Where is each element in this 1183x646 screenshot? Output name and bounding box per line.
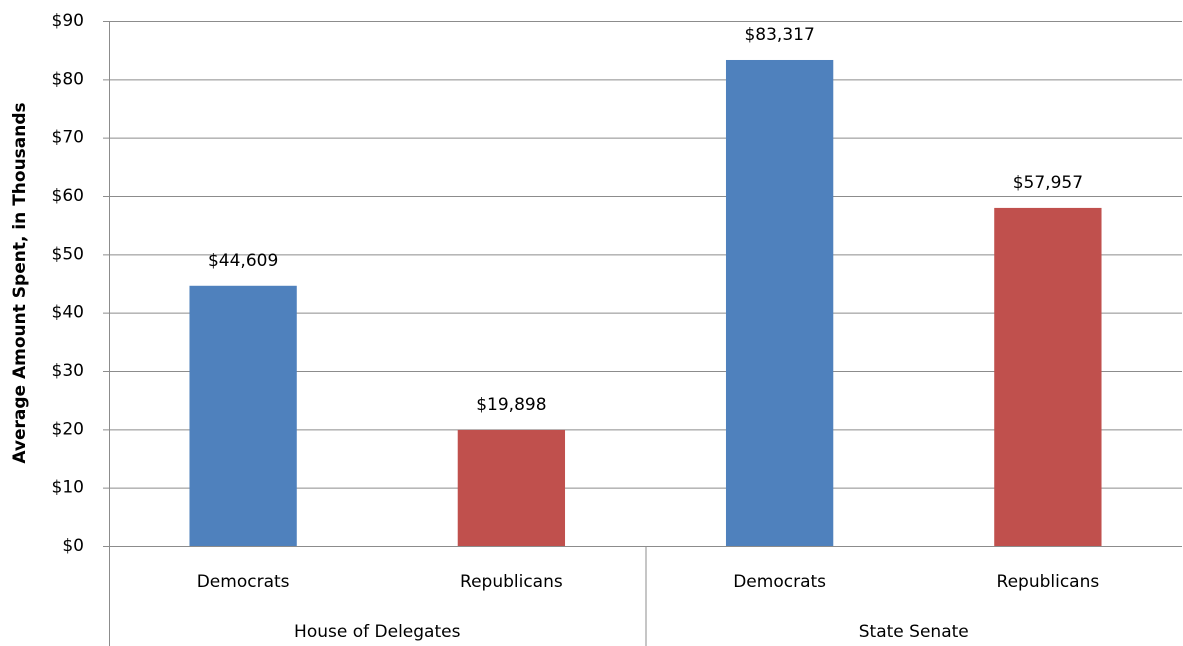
bar [994, 207, 1102, 547]
x-tick-label: Republicans [460, 572, 563, 592]
x-tick-label: Democrats [197, 572, 290, 592]
y-tick-label: $90 [52, 11, 84, 31]
value-label: $83,317 [744, 25, 814, 45]
y-tick-label: $40 [52, 303, 84, 323]
group-label: State Senate [859, 622, 969, 642]
y-tick-label: $80 [52, 69, 84, 89]
bar [725, 59, 834, 547]
y-tick-label: $30 [52, 361, 84, 381]
y-axis-label: Average Amount Spent, in Thousands [10, 102, 30, 463]
x-tick-label: Democrats [733, 572, 826, 592]
y-tick-label: $50 [52, 244, 84, 264]
y-tick-label: $70 [52, 128, 84, 148]
y-tick-label: $10 [52, 478, 84, 498]
group-label: House of Delegates [294, 622, 461, 642]
x-tick-label: Republicans [997, 572, 1100, 592]
bar [189, 285, 297, 546]
value-label: $44,609 [208, 251, 278, 271]
y-tick-label: $60 [52, 186, 84, 206]
value-label: $57,957 [1013, 173, 1083, 193]
value-label: $19,898 [476, 395, 546, 415]
y-tick-label: $20 [52, 419, 84, 439]
y-tick-label: $0 [62, 536, 84, 556]
bar [457, 429, 566, 546]
